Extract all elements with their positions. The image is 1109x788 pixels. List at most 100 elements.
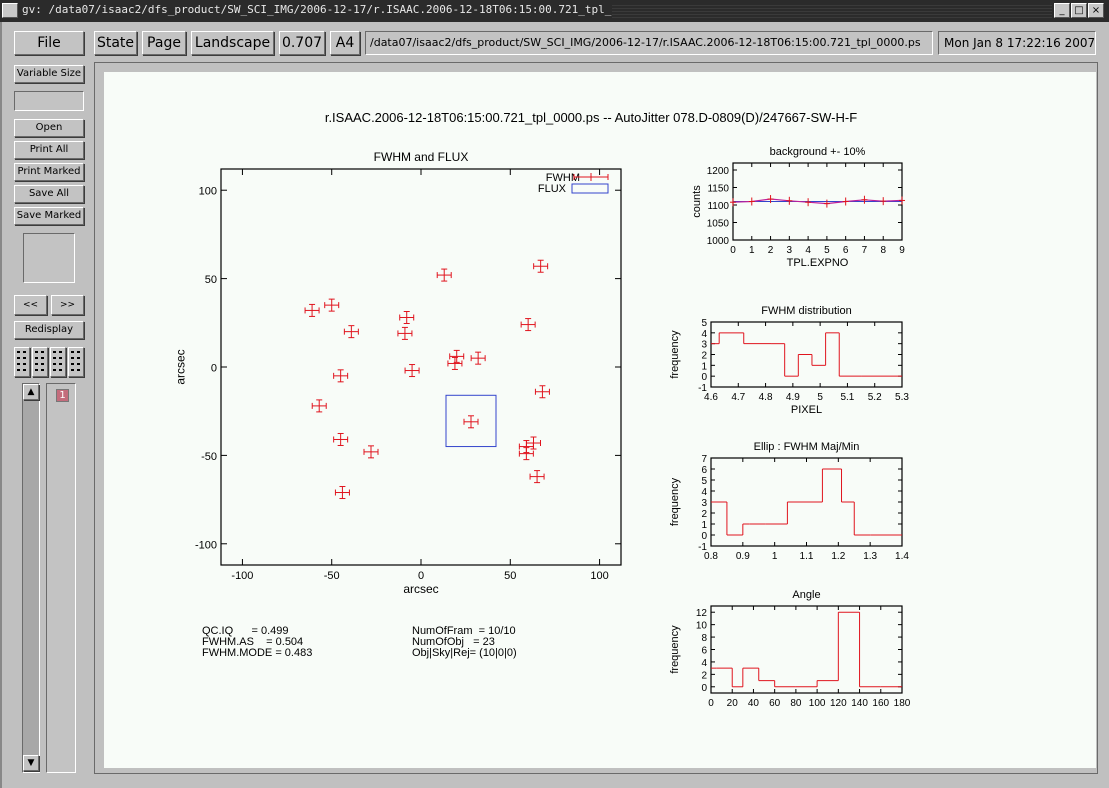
x-tick-label: 180	[894, 698, 911, 709]
num-of-obj-text: NumOfObj = 23	[412, 636, 495, 648]
y-tick-label: -100	[195, 539, 217, 551]
fwhm-point	[334, 486, 350, 500]
print-marked-button[interactable]: Print Marked	[14, 163, 84, 181]
x-tick-label: 0.8	[704, 551, 718, 562]
fwhm-point	[436, 268, 452, 282]
histogram-bar	[742, 523, 750, 535]
redisplay-button[interactable]: Redisplay	[14, 321, 84, 339]
histogram-bar	[718, 332, 744, 344]
histogram-bar	[731, 668, 743, 688]
x-tick-label: 120	[830, 698, 847, 709]
y-tick-label: -1	[698, 383, 707, 394]
y-tick-label: 2	[701, 509, 707, 520]
print-all-button[interactable]: Print All	[14, 141, 84, 159]
window-titlebar[interactable]: gv: /data07/isaac2/dfs_product/SW_SCI_IM…	[0, 0, 1109, 23]
x-tick-label: -100	[231, 570, 253, 582]
x-tick-label: 6	[843, 245, 849, 256]
state-menu-button[interactable]: State	[94, 31, 137, 55]
x-tick-label: 5.2	[868, 392, 882, 403]
x-axis-label: arcsec	[403, 582, 438, 596]
fwhm-point	[447, 356, 463, 370]
y-tick-label: 8	[701, 633, 707, 644]
histogram-bar	[859, 612, 881, 688]
previous-page-button[interactable]: <<	[14, 295, 47, 315]
x-tick-label: 20	[727, 698, 739, 709]
background-point	[899, 196, 905, 205]
flux-box	[445, 394, 497, 448]
legend-flux-swatch	[571, 183, 609, 194]
page-list-item[interactable]: 1	[56, 389, 69, 402]
x-tick-label: 1	[749, 245, 755, 256]
fwhm-point	[333, 432, 349, 446]
y-tick-label: 4	[701, 329, 707, 340]
y-tick-label: 0	[701, 683, 707, 694]
y-tick-label: 4	[701, 487, 707, 498]
legend-fwhm-swatch	[573, 173, 609, 181]
close-icon[interactable]: ×	[1088, 3, 1104, 18]
toggle-even-pages-icon[interactable]	[14, 347, 30, 377]
x-tick-label: 50	[504, 570, 516, 582]
fwhm-point	[470, 351, 486, 365]
open-button[interactable]: Open	[14, 119, 84, 137]
page-panner[interactable]	[23, 233, 75, 283]
scale-menu-button[interactable]: 0.707	[279, 31, 325, 55]
orientation-menu-button[interactable]: Landscape	[191, 31, 274, 55]
histogram-bar	[821, 468, 842, 502]
histogram-bar	[838, 332, 862, 377]
unmark-all-pages-icon[interactable]	[68, 347, 84, 377]
page-list[interactable]: 1	[46, 383, 76, 773]
y-axis-label: arcsec	[174, 349, 188, 384]
y-tick-label: 1050	[707, 219, 730, 230]
variable-size-button[interactable]: Variable Size	[14, 65, 84, 83]
x-tick-label: 0	[730, 245, 736, 256]
plot-frame	[710, 605, 903, 694]
fwhm-point	[304, 303, 320, 317]
save-marked-button[interactable]: Save Marked	[14, 207, 84, 225]
histogram-bar	[726, 502, 743, 536]
y-tick-label: 3	[701, 498, 707, 509]
legend-flux-label: FLUX	[538, 183, 567, 195]
page-list-scrollbar[interactable]	[22, 383, 40, 773]
y-axis-label: counts	[691, 185, 703, 218]
maximize-icon[interactable]: □	[1071, 3, 1087, 18]
y-axis-label: frequency	[669, 477, 681, 526]
toggle-odd-pages-icon[interactable]	[32, 347, 48, 377]
histogram-bar	[816, 680, 839, 687]
paper-menu-button[interactable]: A4	[330, 31, 360, 55]
x-tick-label: 5	[824, 245, 830, 256]
toggle-current-page-icon[interactable]	[50, 347, 66, 377]
document-page: r.ISAAC.2006-12-18T06:15:00.721_tpl_0000…	[104, 72, 1096, 768]
x-tick-label: 140	[851, 698, 868, 709]
chart-title: Angle	[792, 589, 820, 601]
x-tick-label: 8	[880, 245, 886, 256]
x-tick-label: 1.1	[800, 551, 814, 562]
x-tick-label: 2	[768, 245, 774, 256]
background-line	[732, 198, 903, 205]
y-tick-label: 2	[701, 351, 707, 362]
chart-title: Ellip : FWHM Maj/Min	[754, 441, 860, 453]
file-menu-button[interactable]: File	[14, 31, 84, 55]
minimize-icon[interactable]: _	[1054, 3, 1070, 18]
histogram-bar	[837, 611, 860, 681]
histogram-bar	[774, 680, 796, 688]
next-page-button[interactable]: >>	[51, 295, 84, 315]
histogram-bar	[784, 343, 799, 377]
fwhm-as-text: FWHM.AS = 0.504	[202, 636, 303, 648]
file-path-field[interactable]: /data07/isaac2/dfs_product/SW_SCI_IMG/20…	[365, 31, 933, 55]
save-all-button[interactable]: Save All	[14, 185, 84, 203]
y-tick-label: 0	[701, 531, 707, 542]
fwhm-point	[397, 326, 413, 340]
scroll-up-icon[interactable]: ▲	[23, 384, 39, 400]
x-tick-label: 4	[805, 245, 811, 256]
x-tick-label: 3	[787, 245, 793, 256]
x-tick-label: 1.2	[831, 551, 845, 562]
histogram-bar	[797, 354, 812, 377]
background-point	[767, 195, 774, 204]
window-menu-button[interactable]	[2, 3, 18, 18]
x-tick-label: 4.8	[759, 392, 773, 403]
page-menu-button[interactable]: Page	[142, 31, 186, 55]
scroll-down-icon[interactable]: ▼	[23, 755, 39, 771]
x-tick-label: 5.1	[840, 392, 854, 403]
y-tick-label: 1150	[707, 184, 729, 195]
y-tick-label: 5	[701, 476, 707, 487]
